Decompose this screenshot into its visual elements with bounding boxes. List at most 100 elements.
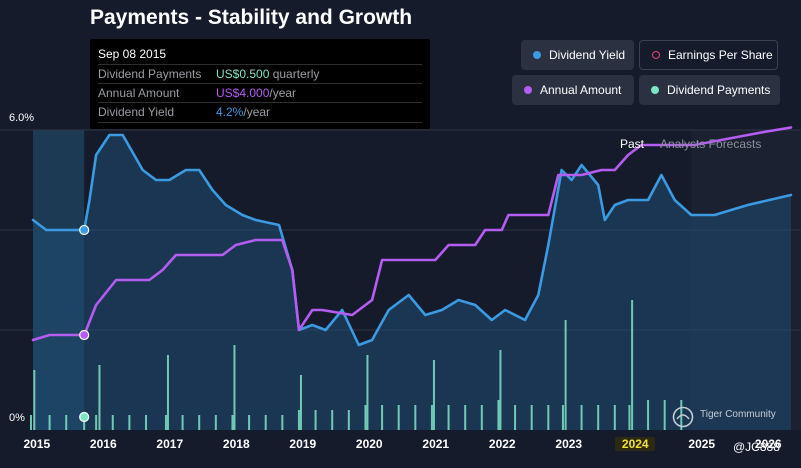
dividend-payment-bar: [29, 415, 32, 430]
dividend-payment-bar: [331, 410, 334, 430]
dividend-payment-bar: [364, 405, 367, 430]
dividend-yield-dot-icon: [533, 51, 541, 59]
x-axis-tick-label: 2025: [688, 437, 716, 451]
dividend-payment-bar: [98, 365, 101, 430]
tooltip-value: US$0.500: [216, 67, 270, 81]
tiger-community-logo-icon: [672, 406, 694, 428]
tooltip-row-dividend-payments: Dividend Payments US$0.500 quarterly: [98, 64, 422, 84]
tooltip-row-annual-amount: Annual Amount US$4.000/year: [98, 83, 422, 103]
dividend-payment-bar: [628, 405, 631, 430]
dividend-payment-bar: [166, 355, 169, 430]
annual-amount-dot-icon: [524, 86, 532, 94]
dividend-payment-bar: [663, 400, 666, 430]
y-axis-top-label: 6.0%: [9, 112, 35, 124]
tooltip-unit: /year: [269, 86, 297, 100]
dividend-payment-bar: [214, 415, 217, 430]
dividend-payment-bar: [299, 375, 302, 430]
chart-title: Payments - Stability and Growth: [90, 6, 413, 29]
tooltip-date: Sep 08 2015: [98, 47, 167, 61]
dividend-payment-bar: [297, 410, 300, 430]
dividend-payment-bar: [198, 415, 201, 430]
chart-lines: [31, 126, 793, 347]
tooltip-row-dividend-yield: Dividend Yield 4.2%/year: [98, 102, 422, 123]
dividend-payment-bar: [95, 415, 98, 430]
dividend-payments-bars: [29, 300, 683, 430]
legend-dividend-payments-button[interactable]: Dividend Payments: [639, 75, 780, 105]
x-axis-tick-label: 2022: [488, 437, 516, 451]
dividend-payments-marker: [79, 411, 90, 423]
dividend-payment-bar: [347, 410, 350, 430]
dividend-payment-bar: [366, 355, 369, 430]
past-label: Past: [620, 137, 645, 151]
dividend-payment-bar: [432, 360, 435, 430]
legend-label: Dividend Payments: [667, 83, 771, 97]
dividend-payment-bar: [233, 345, 236, 430]
legend-label: Earnings Per Share: [668, 48, 773, 62]
dividend-payment-bar: [314, 410, 317, 430]
dividend-payment-bar: [145, 415, 148, 430]
dividend-payment-bar: [111, 415, 114, 430]
dividend-payment-bar: [447, 405, 450, 430]
earnings-per-share-ring-icon: [652, 51, 660, 59]
dividend-payment-bar: [480, 405, 483, 430]
tooltip-key: Annual Amount: [98, 86, 180, 100]
dividend-yield-line: [31, 133, 793, 347]
dividend-payment-bar: [83, 415, 86, 430]
dividend-payment-bar: [561, 405, 564, 430]
x-axis-tick-label: 2017: [156, 437, 184, 451]
dividend-payment-bar: [597, 405, 600, 430]
watermark: @JC888: [733, 440, 780, 454]
annual-amount-line: [31, 126, 793, 342]
dividend-payment-bar: [281, 415, 284, 430]
dividend-payment-bar: [430, 405, 433, 430]
dividend-payment-bar: [564, 320, 567, 430]
annual-amount-marker: [79, 329, 90, 341]
dividend-payment-bar: [248, 415, 251, 430]
x-axis-tick-label: 2023: [555, 437, 583, 451]
dividend-payment-bar: [181, 415, 184, 430]
dividend-payment-bar: [48, 415, 51, 430]
x-axis-tick-label: 2015: [23, 437, 51, 451]
tooltip-key: Dividend Yield: [98, 105, 175, 119]
tooltip-value: US$4.000: [216, 86, 270, 100]
tooltip-key: Dividend Payments: [98, 67, 202, 81]
dividend-payment-bar: [631, 300, 634, 430]
legend-dividend-yield-button[interactable]: Dividend Yield: [521, 40, 634, 70]
legend-annual-amount-button[interactable]: Annual Amount: [512, 75, 634, 105]
dividend-payment-bar: [397, 405, 400, 430]
tooltip-unit: /year: [243, 105, 271, 119]
dividend-payment-bar: [499, 350, 502, 430]
tooltip: Sep 08 2015 Dividend Payments US$0.500 q…: [90, 39, 430, 129]
dividend-yield-marker: [79, 224, 90, 236]
dividend-payment-bar: [464, 405, 467, 430]
x-axis-tick-label: 2016: [89, 437, 117, 451]
dividend-payment-bar: [580, 405, 583, 430]
dividend-payment-bar: [530, 405, 533, 430]
dividend-payment-bar: [65, 415, 68, 430]
x-axis-tick-label: 2018: [222, 437, 250, 451]
dividend-payment-bar: [264, 415, 267, 430]
x-axis-tick-label: 2019: [289, 437, 317, 451]
brand-label: Tiger Community: [700, 409, 776, 420]
dividend-payment-bar: [164, 415, 167, 430]
dividend-payment-bar: [33, 370, 36, 430]
legend-earnings-per-share-button[interactable]: Earnings Per Share: [639, 40, 778, 70]
dividend-payment-bar: [381, 405, 384, 430]
dividend-payment-bar: [231, 415, 234, 430]
legend-label: Dividend Yield: [549, 48, 626, 62]
x-axis-tick-label: 2021: [422, 437, 450, 451]
x-axis-tick-label: 2020: [355, 437, 383, 451]
y-axis-bottom-label: 0%: [9, 412, 25, 424]
analysts-forecasts-label: Analysts Forecasts: [660, 137, 762, 151]
dividend-payment-bar: [613, 405, 616, 430]
legend-label: Annual Amount: [540, 83, 622, 97]
dividend-payment-bar: [647, 400, 650, 430]
dividend-payment-bar: [128, 415, 131, 430]
x-axis-tick-label: 2026: [754, 437, 782, 451]
tooltip-value: 4.2%: [216, 105, 244, 119]
dividend-payment-bar: [547, 405, 550, 430]
dividend-payment-bar: [497, 400, 500, 430]
dividend-payment-bar: [414, 405, 417, 430]
x-axis-tick-label: 2024: [615, 437, 656, 451]
dividend-payments-dot-icon: [651, 86, 659, 94]
